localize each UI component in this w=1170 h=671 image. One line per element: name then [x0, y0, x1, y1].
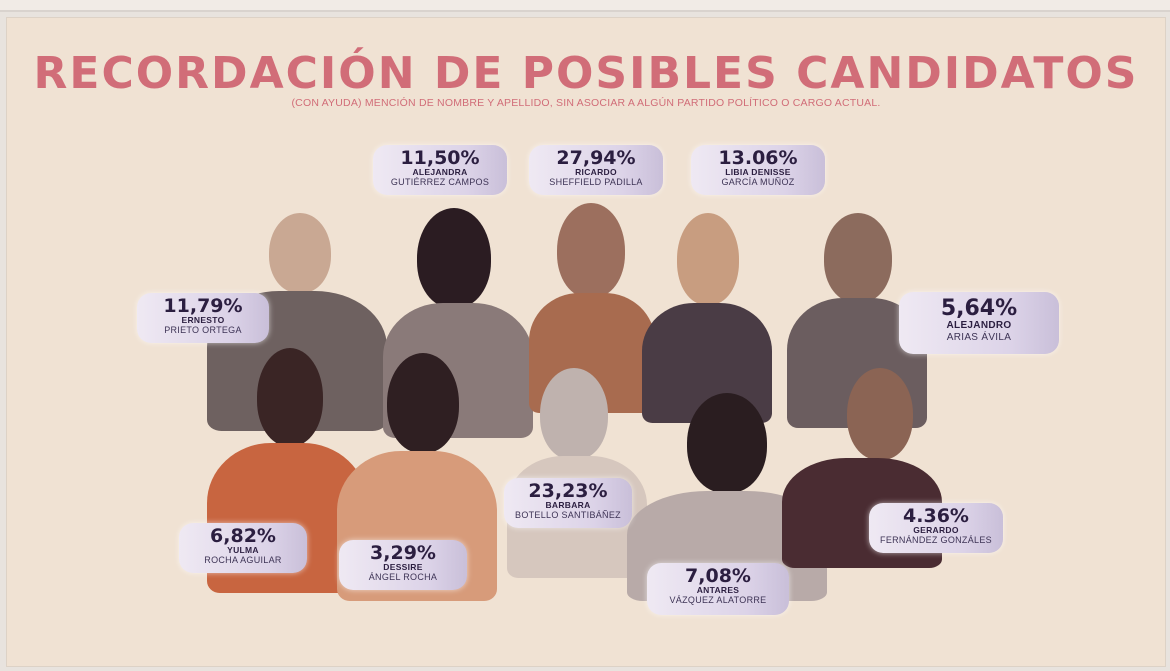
candidate-tag-alejandra: 11,50% ALEJANDRA GUTIÉRREZ CAMPOS: [373, 145, 507, 195]
candidate-percent: 13.06%: [718, 147, 798, 169]
candidate-tag-barbara: 23,23% BARBARA BOTELLO SANTIBÁÑEZ: [504, 478, 632, 528]
portrait-ricardo: [527, 203, 657, 413]
candidate-first-name: LIBIA DENISSE: [725, 167, 791, 177]
candidate-last-name: ÁNGEL ROCHA: [368, 572, 438, 582]
page-title: RECORDACIÓN DE POSIBLES CANDIDATOS: [33, 48, 1139, 99]
candidate-percent: 11,79%: [163, 295, 243, 317]
candidate-percent: 27,94%: [556, 147, 636, 169]
candidate-tag-antares: 7,08% ANTARES VÁZQUEZ ALATORRE: [647, 563, 789, 615]
page-subtitle: (CON AYUDA) MENCIÓN DE NOMBRE Y APELLIDO…: [291, 97, 881, 109]
candidate-tag-libia: 13.06% LIBIA DENISSE GARCÍA MUÑOZ: [691, 145, 825, 195]
candidate-percent: 5,64%: [940, 296, 1018, 321]
candidate-first-name: ERNESTO: [181, 315, 225, 325]
candidate-tag-dessire: 3,29% DESSIRE ÁNGEL ROCHA: [339, 540, 467, 590]
candidate-first-name: GERARDO: [913, 525, 959, 535]
candidate-tag-yulma: 6,82% YULMA ROCHA AGUILAR: [179, 523, 307, 573]
candidate-percent: 4.36%: [903, 505, 969, 527]
candidate-tag-ernesto: 11,79% ERNESTO PRIETO ORTEGA: [137, 293, 269, 343]
candidate-tag-gerardo: 4.36% GERARDO FERNÁNDEZ GONZÁLES: [869, 503, 1003, 553]
candidate-last-name: ARIAS ÁVILA: [946, 332, 1012, 343]
candidate-last-name: BOTELLO SANTIBÁÑEZ: [515, 510, 621, 520]
candidate-tag-ricardo: 27,94% RICARDO SHEFFIELD PADILLA: [529, 145, 663, 195]
candidate-percent: 3,29%: [370, 542, 436, 564]
candidate-last-name: GUTIÉRREZ CAMPOS: [390, 177, 490, 187]
top-bar: [0, 0, 1170, 12]
candidate-last-name: ROCHA AGUILAR: [204, 555, 282, 565]
candidate-first-name: RICARDO: [575, 167, 617, 177]
candidate-last-name: PRIETO ORTEGA: [164, 325, 242, 335]
candidate-percent: 7,08%: [685, 565, 751, 587]
portrait-libia: [637, 213, 777, 423]
candidate-last-name: SHEFFIELD PADILLA: [549, 177, 643, 187]
candidate-percent: 11,50%: [400, 147, 480, 169]
candidate-percent: 6,82%: [210, 525, 276, 547]
infographic-card: RECORDACIÓN DE POSIBLES CANDIDATOS (CON …: [6, 17, 1166, 667]
candidate-first-name: DESSIRE: [383, 562, 423, 572]
candidate-first-name: ALEJANDRA: [412, 167, 468, 177]
candidate-last-name: VÁZQUEZ ALATORRE: [669, 595, 767, 605]
candidate-tag-alejandro: 5,64% ALEJANDRO ARIAS ÁVILA: [899, 292, 1059, 354]
candidate-first-name: ANTARES: [696, 585, 740, 595]
candidate-first-name: BARBARA: [545, 500, 591, 510]
candidate-first-name: ALEJANDRO: [946, 320, 1012, 331]
candidate-last-name: GARCÍA MUÑOZ: [721, 177, 795, 187]
candidate-percent: 23,23%: [528, 480, 608, 502]
candidate-last-name: FERNÁNDEZ GONZÁLES: [880, 535, 992, 545]
candidate-first-name: YULMA: [227, 545, 259, 555]
